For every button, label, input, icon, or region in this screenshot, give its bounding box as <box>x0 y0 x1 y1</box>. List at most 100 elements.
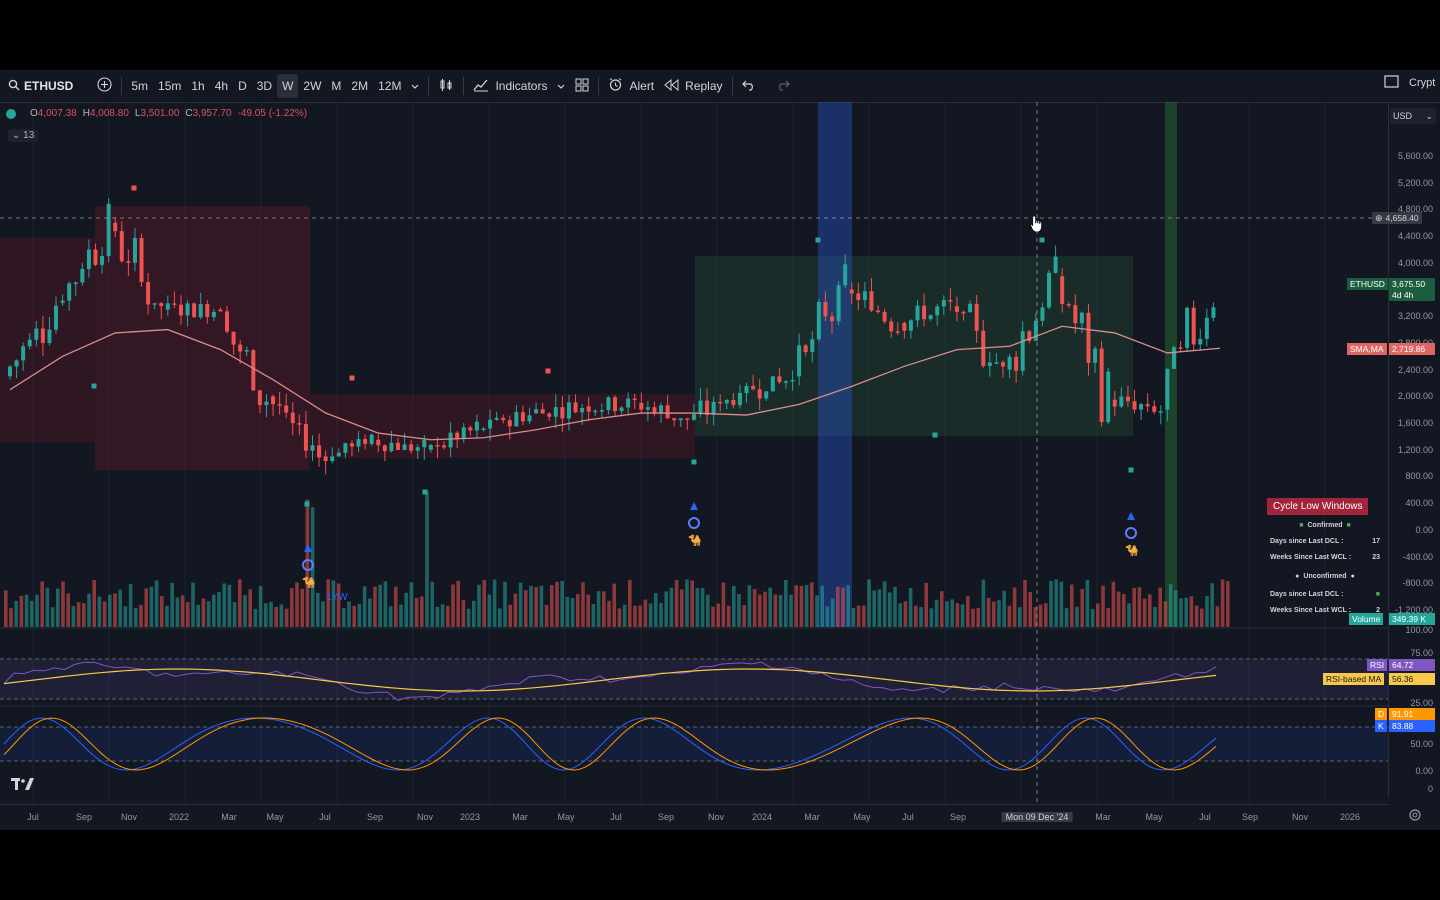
interval-4h[interactable]: 4h <box>214 79 229 93</box>
candle-body <box>1112 399 1117 407</box>
volume-bar <box>420 596 424 627</box>
time-axis[interactable]: Jul Sep Nov 2022 Mar May Jul Sep Nov 2023 Mar May Ju… <box>0 804 1388 831</box>
volume-bar <box>461 600 466 627</box>
symbol-search[interactable]: ETHUSD <box>0 74 78 98</box>
volume-bar <box>92 580 96 627</box>
indicators-dropdown[interactable] <box>552 74 570 98</box>
interval-2w[interactable]: 2W <box>303 79 322 93</box>
candle-body <box>553 407 558 417</box>
candle-body <box>803 345 808 353</box>
volume-bar <box>690 580 694 627</box>
volume-bar <box>274 606 278 627</box>
candle-body <box>455 432 460 439</box>
candle-body <box>974 303 979 331</box>
candle-body <box>494 417 499 420</box>
candle-body <box>672 418 677 421</box>
volume-bar <box>591 603 596 627</box>
triangle-marker-icon <box>1127 512 1135 520</box>
candle-body <box>198 304 203 318</box>
volume-bar <box>721 582 726 627</box>
indicators-icon <box>473 78 489 95</box>
volume-bar <box>196 604 200 627</box>
price-axis[interactable]: 5,600.00 5,200.00 4,800.00 4,400.00 4,000.00… <box>1388 102 1440 798</box>
camel-icon: 🐪 <box>1125 544 1139 557</box>
sma-value-tag: 2,719.86 <box>1389 343 1435 355</box>
volume-bar <box>357 603 362 627</box>
undo-button[interactable] <box>737 74 761 98</box>
chart-type-button[interactable] <box>433 74 459 98</box>
redo-button[interactable] <box>771 74 795 98</box>
volume-bar <box>1200 608 1204 627</box>
alert-button[interactable]: Alert <box>603 74 659 98</box>
currency-selector[interactable]: USD ⌄ <box>1390 108 1436 124</box>
candle-body <box>290 412 295 424</box>
volume-bar <box>997 600 1001 627</box>
candle-body <box>1040 307 1045 321</box>
toolbar-separator <box>598 77 600 95</box>
candle-body <box>599 410 604 412</box>
volume-bar <box>654 593 658 627</box>
interval-15m[interactable]: 15m <box>158 79 182 93</box>
volume-bar <box>477 584 481 627</box>
volume-bar <box>61 581 65 627</box>
candle-body <box>790 379 795 382</box>
volume-bar <box>908 588 913 627</box>
candle-body <box>1020 331 1025 371</box>
volume-bar <box>435 606 440 627</box>
camel-icon: 🐪 <box>688 534 702 547</box>
time-axis-label: Sep <box>366 812 384 822</box>
time-axis-label: Jul <box>27 812 39 822</box>
volume-bar <box>440 604 445 627</box>
volume-bar <box>4 590 8 627</box>
interval-1h[interactable]: 1h <box>191 79 205 93</box>
volume-bar <box>222 583 226 627</box>
candle-body <box>836 285 841 322</box>
interval-w[interactable]: W <box>277 74 299 98</box>
time-axis-label: Mar <box>221 812 237 822</box>
price-chart[interactable]: 🐪 🐪 🐪 1YW <box>0 70 1388 804</box>
interval-dropdown[interactable] <box>406 74 424 98</box>
volume-bar <box>154 580 159 627</box>
interval-m[interactable]: M <box>331 79 342 93</box>
volume-bar <box>258 585 263 627</box>
time-axis-label: Nov <box>120 812 138 822</box>
volume-bar <box>742 605 746 627</box>
volume-bar <box>269 601 273 627</box>
volume-bar <box>898 603 902 627</box>
time-axis-label: 2024 <box>751 812 773 822</box>
settings-gear-icon[interactable] <box>1408 808 1422 827</box>
interval-12m[interactable]: 12M <box>378 79 402 93</box>
volume-bar <box>539 585 544 627</box>
volume-bar <box>659 602 663 627</box>
undo-icon <box>741 79 756 94</box>
volume-bar <box>680 589 684 627</box>
volume-bar <box>1059 581 1064 627</box>
volume-bar <box>867 579 871 627</box>
volume-bar <box>596 591 601 627</box>
rsi-line <box>3 661 1217 701</box>
compare-symbol-button[interactable] <box>92 74 117 98</box>
interval-2m[interactable]: 2M <box>351 79 369 93</box>
interval-3d[interactable]: 3D <box>256 79 273 93</box>
rsi-value-tag: 64.72 <box>1389 659 1435 671</box>
toolbar-separator <box>121 77 123 95</box>
interval-d[interactable]: D <box>238 79 247 93</box>
interval-5m[interactable]: 5m <box>131 79 149 93</box>
fullscreen-checkbox[interactable] <box>1384 74 1399 91</box>
indicators-collapse-button[interactable]: ⌄ 13 <box>8 129 39 142</box>
candle-body <box>211 311 216 318</box>
volume-bar <box>165 605 169 627</box>
open-label: O <box>30 108 38 119</box>
currency-label: USD <box>1393 111 1413 121</box>
volume-bar <box>50 607 55 627</box>
crypto-label[interactable]: Crypt <box>1409 76 1436 89</box>
candle-body <box>744 386 749 394</box>
volume-bar <box>784 579 788 627</box>
layout-button[interactable] <box>570 74 594 98</box>
replay-button[interactable]: Replay <box>659 74 727 98</box>
volume-bar <box>768 587 772 627</box>
candle-body <box>8 366 12 377</box>
volume-bar <box>399 604 403 627</box>
volume-bar <box>1096 603 1100 627</box>
indicators-button[interactable]: Indicators <box>468 74 552 98</box>
